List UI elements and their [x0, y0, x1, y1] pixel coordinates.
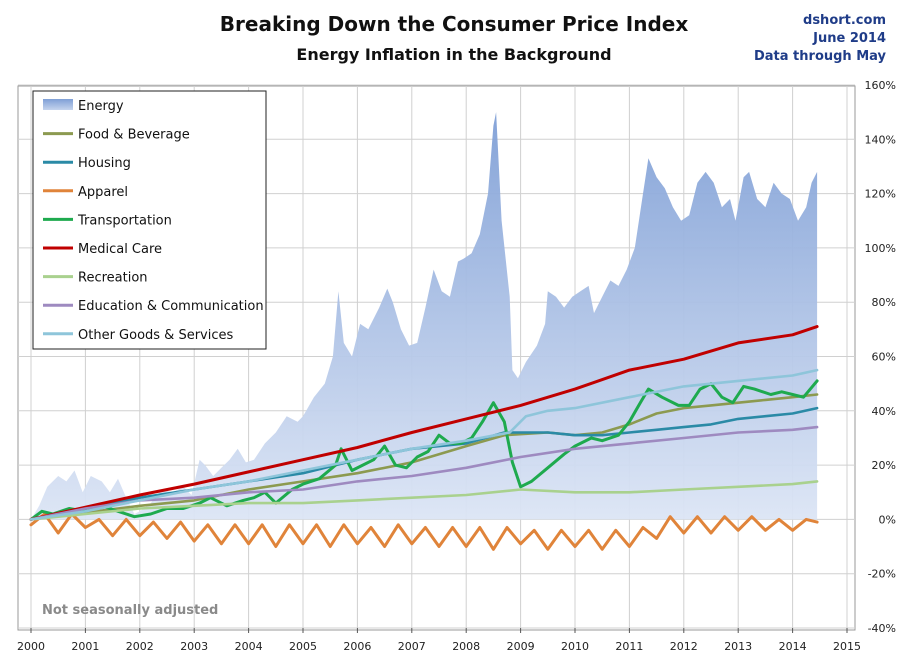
x-tick-label-2014: 2014 — [779, 640, 807, 653]
y-tick-label-160: 160% — [865, 79, 896, 92]
series-area-energy — [31, 112, 818, 520]
legend-label-housing: Housing — [78, 156, 131, 171]
axis-layer: 2000 2001 2002 2003 2004 2005 2006 2007 2008 2009… — [17, 79, 896, 653]
x-tick-label-2015: 2015 — [833, 640, 861, 653]
credit-site: dshort.com — [803, 13, 886, 28]
legend-label-energy: Energy — [78, 99, 124, 114]
x-tick-label-2010: 2010 — [561, 640, 589, 653]
x-tick-label-2005: 2005 — [289, 640, 317, 653]
series-line-education-and-communication — [29, 425, 819, 521]
y-tick-label-120: 120% — [865, 188, 896, 201]
legend: Energy Food & Beverage Housing Apparel Trans… — [32, 90, 267, 350]
energy-area-layer — [31, 112, 818, 520]
legend-label-education-and-communication: Education & Communication — [78, 299, 264, 314]
x-tick-label-2012: 2012 — [670, 640, 698, 653]
y-tick-label-neg20: -20% — [868, 568, 896, 581]
y-tick-label-100: 100% — [865, 242, 896, 255]
y-tick-label-neg40: -40% — [868, 622, 896, 635]
chart-title: Breaking Down the Consumer Price Index — [220, 12, 689, 36]
legend-swatch-energy — [43, 99, 73, 110]
series-line-layer — [29, 325, 819, 551]
legend-label-other-goods-and-services: Other Goods & Services — [78, 328, 233, 343]
y-tick-label-60: 60% — [872, 351, 896, 364]
y-tick-label-80: 80% — [872, 296, 896, 309]
series-line-other-goods-and-services — [29, 368, 819, 521]
legend-label-medical-care: Medical Care — [78, 242, 162, 257]
x-tick-label-2001: 2001 — [71, 640, 99, 653]
credit-data-through: Data through May — [754, 49, 887, 64]
legend-label-recreation: Recreation — [78, 271, 148, 286]
x-tick-label-2006: 2006 — [343, 640, 371, 653]
x-tick-label-2002: 2002 — [126, 640, 154, 653]
y-tick-label-140: 140% — [865, 133, 896, 146]
series-line-medical-care — [29, 325, 819, 521]
series-line-apparel — [29, 512, 819, 551]
legend-label-transportation: Transportation — [77, 213, 172, 228]
x-tick-label-2007: 2007 — [398, 640, 426, 653]
x-tick-label-2000: 2000 — [17, 640, 45, 653]
credit-date: June 2014 — [812, 31, 886, 46]
series-line-recreation — [29, 480, 819, 521]
x-tick-label-2013: 2013 — [724, 640, 752, 653]
x-tick-label-2009: 2009 — [507, 640, 535, 653]
legend-label-apparel: Apparel — [78, 185, 128, 200]
y-tick-label-0: 0% — [879, 513, 896, 526]
y-tick-label-40: 40% — [872, 405, 896, 418]
x-tick-label-2008: 2008 — [452, 640, 480, 653]
x-tick-label-2003: 2003 — [180, 640, 208, 653]
x-tick-label-2011: 2011 — [615, 640, 643, 653]
seasonal-note: Not seasonally adjusted — [42, 603, 218, 618]
y-tick-label-20: 20% — [872, 459, 896, 472]
x-tick-label-2004: 2004 — [235, 640, 263, 653]
legend-label-food-and-beverage: Food & Beverage — [78, 128, 190, 143]
chart-subtitle: Energy Inflation in the Background — [296, 45, 611, 64]
